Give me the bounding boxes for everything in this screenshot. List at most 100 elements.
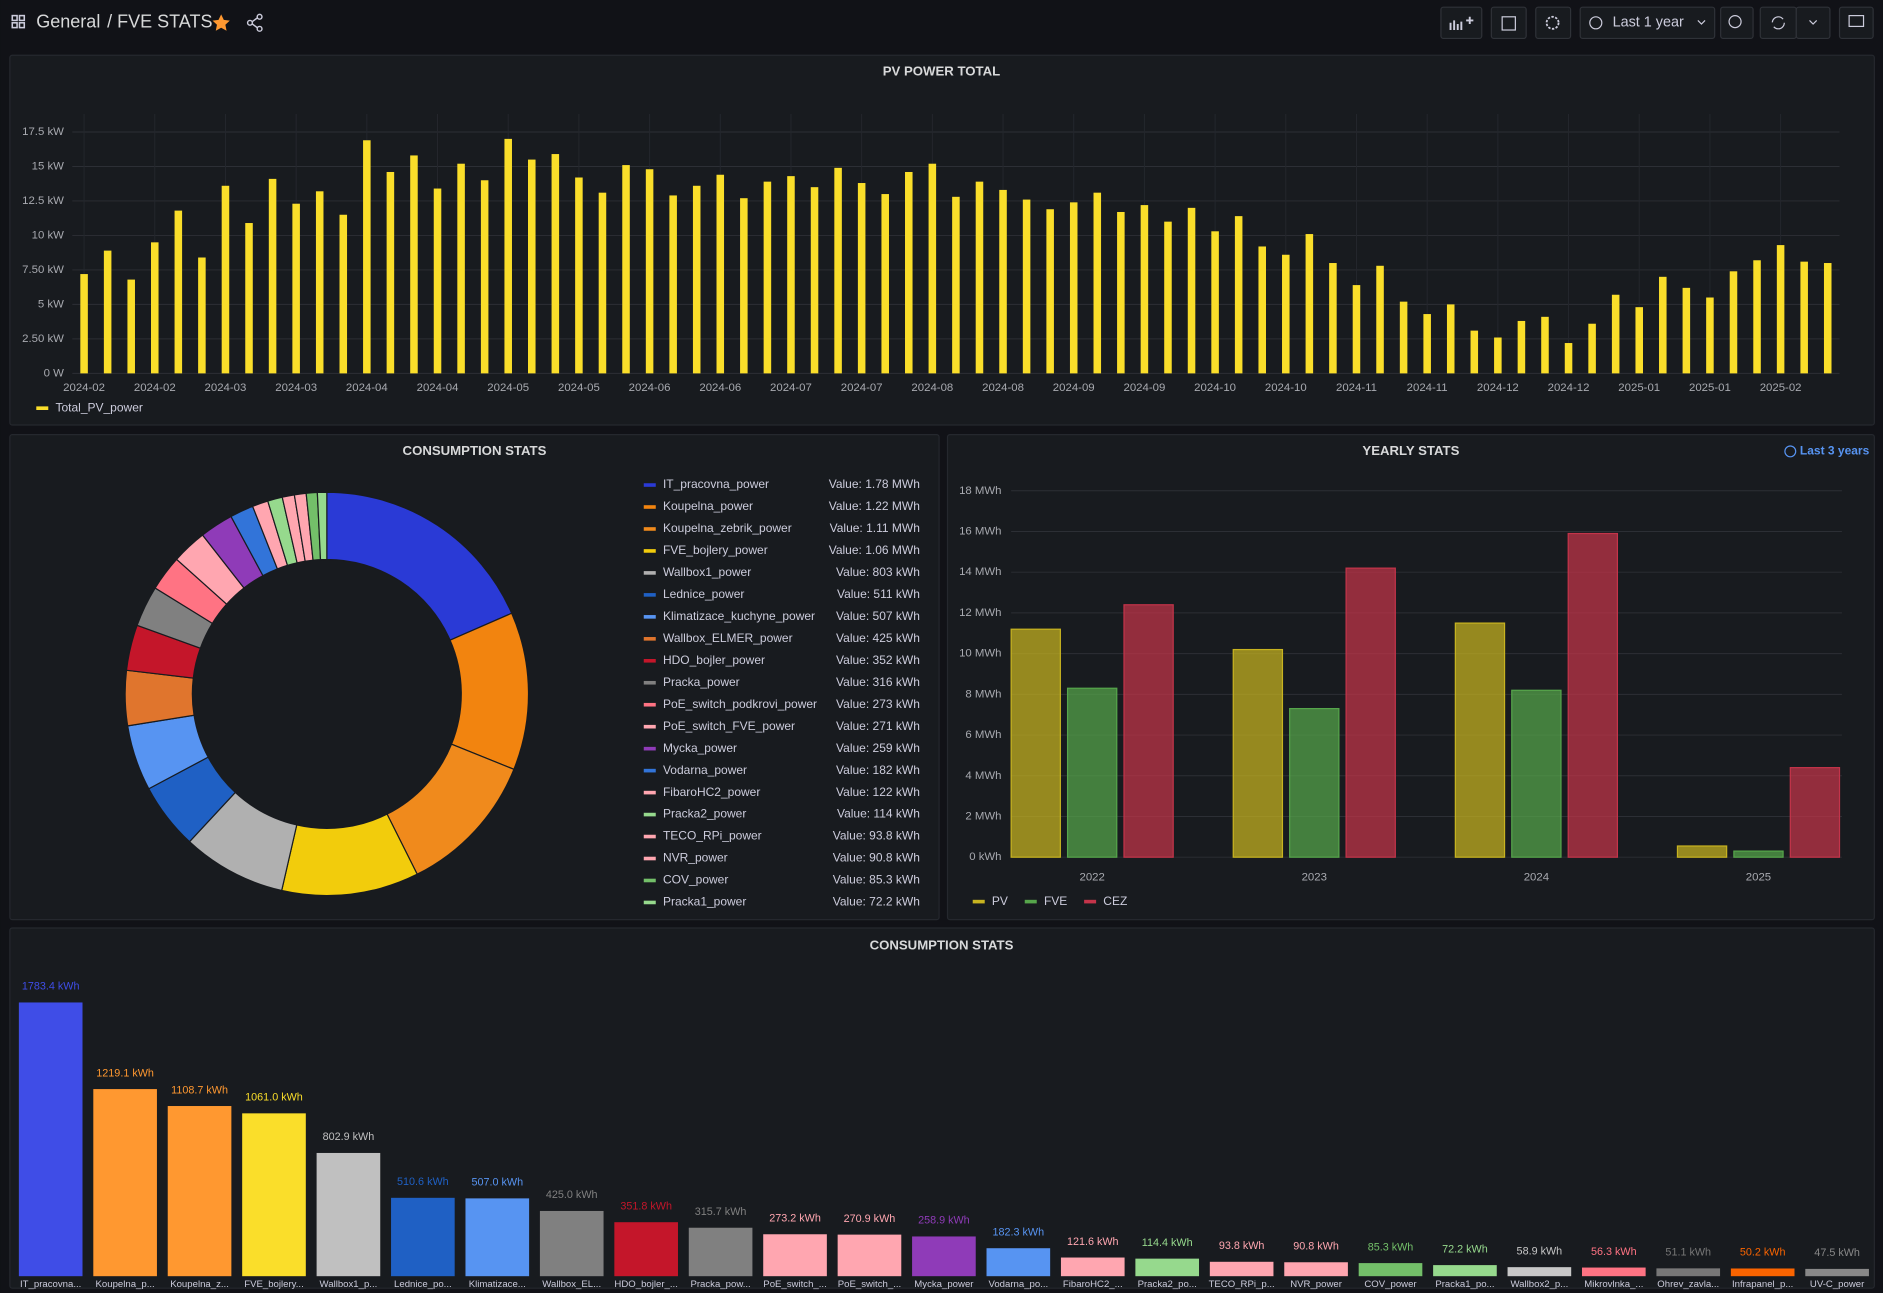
legend-label[interactable]: FVE_bojlery_power xyxy=(663,543,768,557)
y-tick-label: 16 MWh xyxy=(959,525,1001,537)
save-button[interactable] xyxy=(1490,6,1527,40)
value-label: 315.7 kWh xyxy=(695,1206,747,1218)
time-range[interactable]: Last 1 year xyxy=(1613,15,1684,31)
bar xyxy=(1399,301,1408,374)
zoom-out-button[interactable] xyxy=(1720,6,1754,40)
share-icon[interactable] xyxy=(246,13,263,32)
bar xyxy=(622,165,630,374)
bar xyxy=(1187,207,1196,374)
y-tick-label: 4 MWh xyxy=(965,770,1001,782)
x-tick-label: UV-C_power xyxy=(1810,1279,1865,1290)
x-tick-label: 2024-02 xyxy=(63,382,105,394)
legend-label[interactable]: Klimatizace_kuchyne_power xyxy=(663,609,815,623)
y-tick-label: 2.50 kW xyxy=(22,333,64,345)
legend-label[interactable]: Pracka2_power xyxy=(663,807,746,821)
bar xyxy=(528,159,536,374)
x-tick-label: 2025-01 xyxy=(1618,382,1660,394)
bar xyxy=(174,210,183,374)
y-tick-label: 6 MWh xyxy=(965,729,1001,741)
bar xyxy=(1805,1268,1869,1277)
legend-label[interactable]: Pracka_power xyxy=(663,675,740,689)
panel-title: CONSUMPTION STATS xyxy=(403,443,547,458)
legend-label[interactable]: CEZ xyxy=(1103,894,1127,908)
x-tick-label: 2024-12 xyxy=(1477,382,1519,394)
y-tick-label: 17.5 kW xyxy=(22,126,64,138)
legend-label[interactable]: Wallbox_ELMER_power xyxy=(663,631,793,645)
panel xyxy=(9,927,1875,1289)
legend-value: Value: 1.11 MWh xyxy=(830,521,920,535)
legend-label[interactable]: COV_power xyxy=(663,873,728,887)
legend-label[interactable]: Total_PV_power xyxy=(55,400,142,414)
legend-value: Value: 72.2 kWh xyxy=(833,895,920,909)
bar xyxy=(80,274,88,374)
refresh-interval-button[interactable] xyxy=(1795,6,1831,40)
time-override[interactable]: Last 3 years xyxy=(1800,444,1870,458)
legend-label[interactable]: Koupelna_zebrik_power xyxy=(663,521,792,535)
tv-mode-button[interactable] xyxy=(1838,6,1874,40)
x-tick-label: 2024-06 xyxy=(699,382,741,394)
bar xyxy=(268,178,277,374)
bar xyxy=(315,191,324,374)
dashboard-title[interactable]: / FVE STATS xyxy=(107,12,212,32)
refresh-button[interactable] xyxy=(1759,6,1797,40)
legend-label[interactable]: Vodarna_power xyxy=(663,763,747,777)
apps-icon[interactable] xyxy=(11,14,26,29)
legend-label[interactable]: IT_pracovna_power xyxy=(663,477,769,491)
clock-icon xyxy=(1589,16,1603,30)
legend-label[interactable]: PV xyxy=(992,894,1008,908)
bar xyxy=(1345,567,1396,858)
x-tick-label: 2023 xyxy=(1302,872,1327,884)
bar xyxy=(1541,316,1549,374)
legend-label[interactable]: NVR_power xyxy=(663,851,728,865)
value-label: 425.0 kWh xyxy=(546,1189,598,1201)
x-tick-label: HDO_bojler_... xyxy=(614,1279,677,1290)
bar xyxy=(167,1106,232,1277)
panel-title: YEARLY STATS xyxy=(1362,443,1459,458)
bar xyxy=(433,188,442,374)
legend-label[interactable]: Pracka1_power xyxy=(663,895,746,909)
legend-label[interactable]: PoE_switch_FVE_power xyxy=(663,719,795,733)
bar xyxy=(1567,532,1619,858)
bar xyxy=(575,177,583,374)
x-tick-label: TECO_RPi_p... xyxy=(1209,1279,1275,1290)
legend-value: Value: 803 kWh xyxy=(836,565,920,579)
bar xyxy=(1093,192,1102,374)
bar xyxy=(692,185,701,374)
bar xyxy=(716,174,725,374)
bar xyxy=(1753,260,1761,374)
legend-value: Value: 271 kWh xyxy=(836,719,920,733)
legend-label[interactable]: FibaroHC2_power xyxy=(663,785,760,799)
settings-icon xyxy=(1545,15,1560,30)
bar xyxy=(1352,285,1361,374)
legend-label[interactable]: Mycka_power xyxy=(663,741,737,755)
bar xyxy=(1446,304,1455,374)
x-tick-label: 2024-11 xyxy=(1407,382,1448,394)
legend-label[interactable]: TECO_RPi_power xyxy=(663,829,762,843)
bar xyxy=(18,1002,83,1277)
legend-label[interactable]: Koupelna_power xyxy=(663,499,753,513)
star-icon[interactable] xyxy=(212,14,230,31)
time-picker[interactable] xyxy=(1579,6,1716,40)
bar xyxy=(1069,202,1078,374)
bar xyxy=(245,223,253,374)
folder-link[interactable]: General xyxy=(36,12,100,32)
bar xyxy=(1284,1262,1348,1277)
legend-label[interactable]: FVE xyxy=(1044,894,1067,908)
bar xyxy=(740,198,748,374)
legend-label[interactable]: Wallbox1_power xyxy=(663,565,751,579)
settings-button[interactable] xyxy=(1535,6,1572,40)
value-label: 1108.7 kWh xyxy=(171,1084,228,1096)
bar xyxy=(1656,1268,1721,1277)
x-tick-label: Koupelna_p... xyxy=(96,1279,155,1290)
legend-label[interactable]: PoE_switch_podkrovi_power xyxy=(663,697,817,711)
value-label: 51.1 kWh xyxy=(1665,1247,1711,1259)
bar xyxy=(1433,1265,1497,1277)
x-tick-label: Wallbox_EL... xyxy=(542,1279,601,1290)
x-tick-label: 2024-10 xyxy=(1265,382,1307,394)
legend-label[interactable]: HDO_bojler_power xyxy=(663,653,765,667)
legend-label[interactable]: Lednice_power xyxy=(663,587,744,601)
y-tick-label: 7.50 kW xyxy=(22,264,64,276)
panel xyxy=(9,54,1875,426)
bar xyxy=(1135,1258,1200,1277)
legend-value: Value: 259 kWh xyxy=(836,741,920,755)
